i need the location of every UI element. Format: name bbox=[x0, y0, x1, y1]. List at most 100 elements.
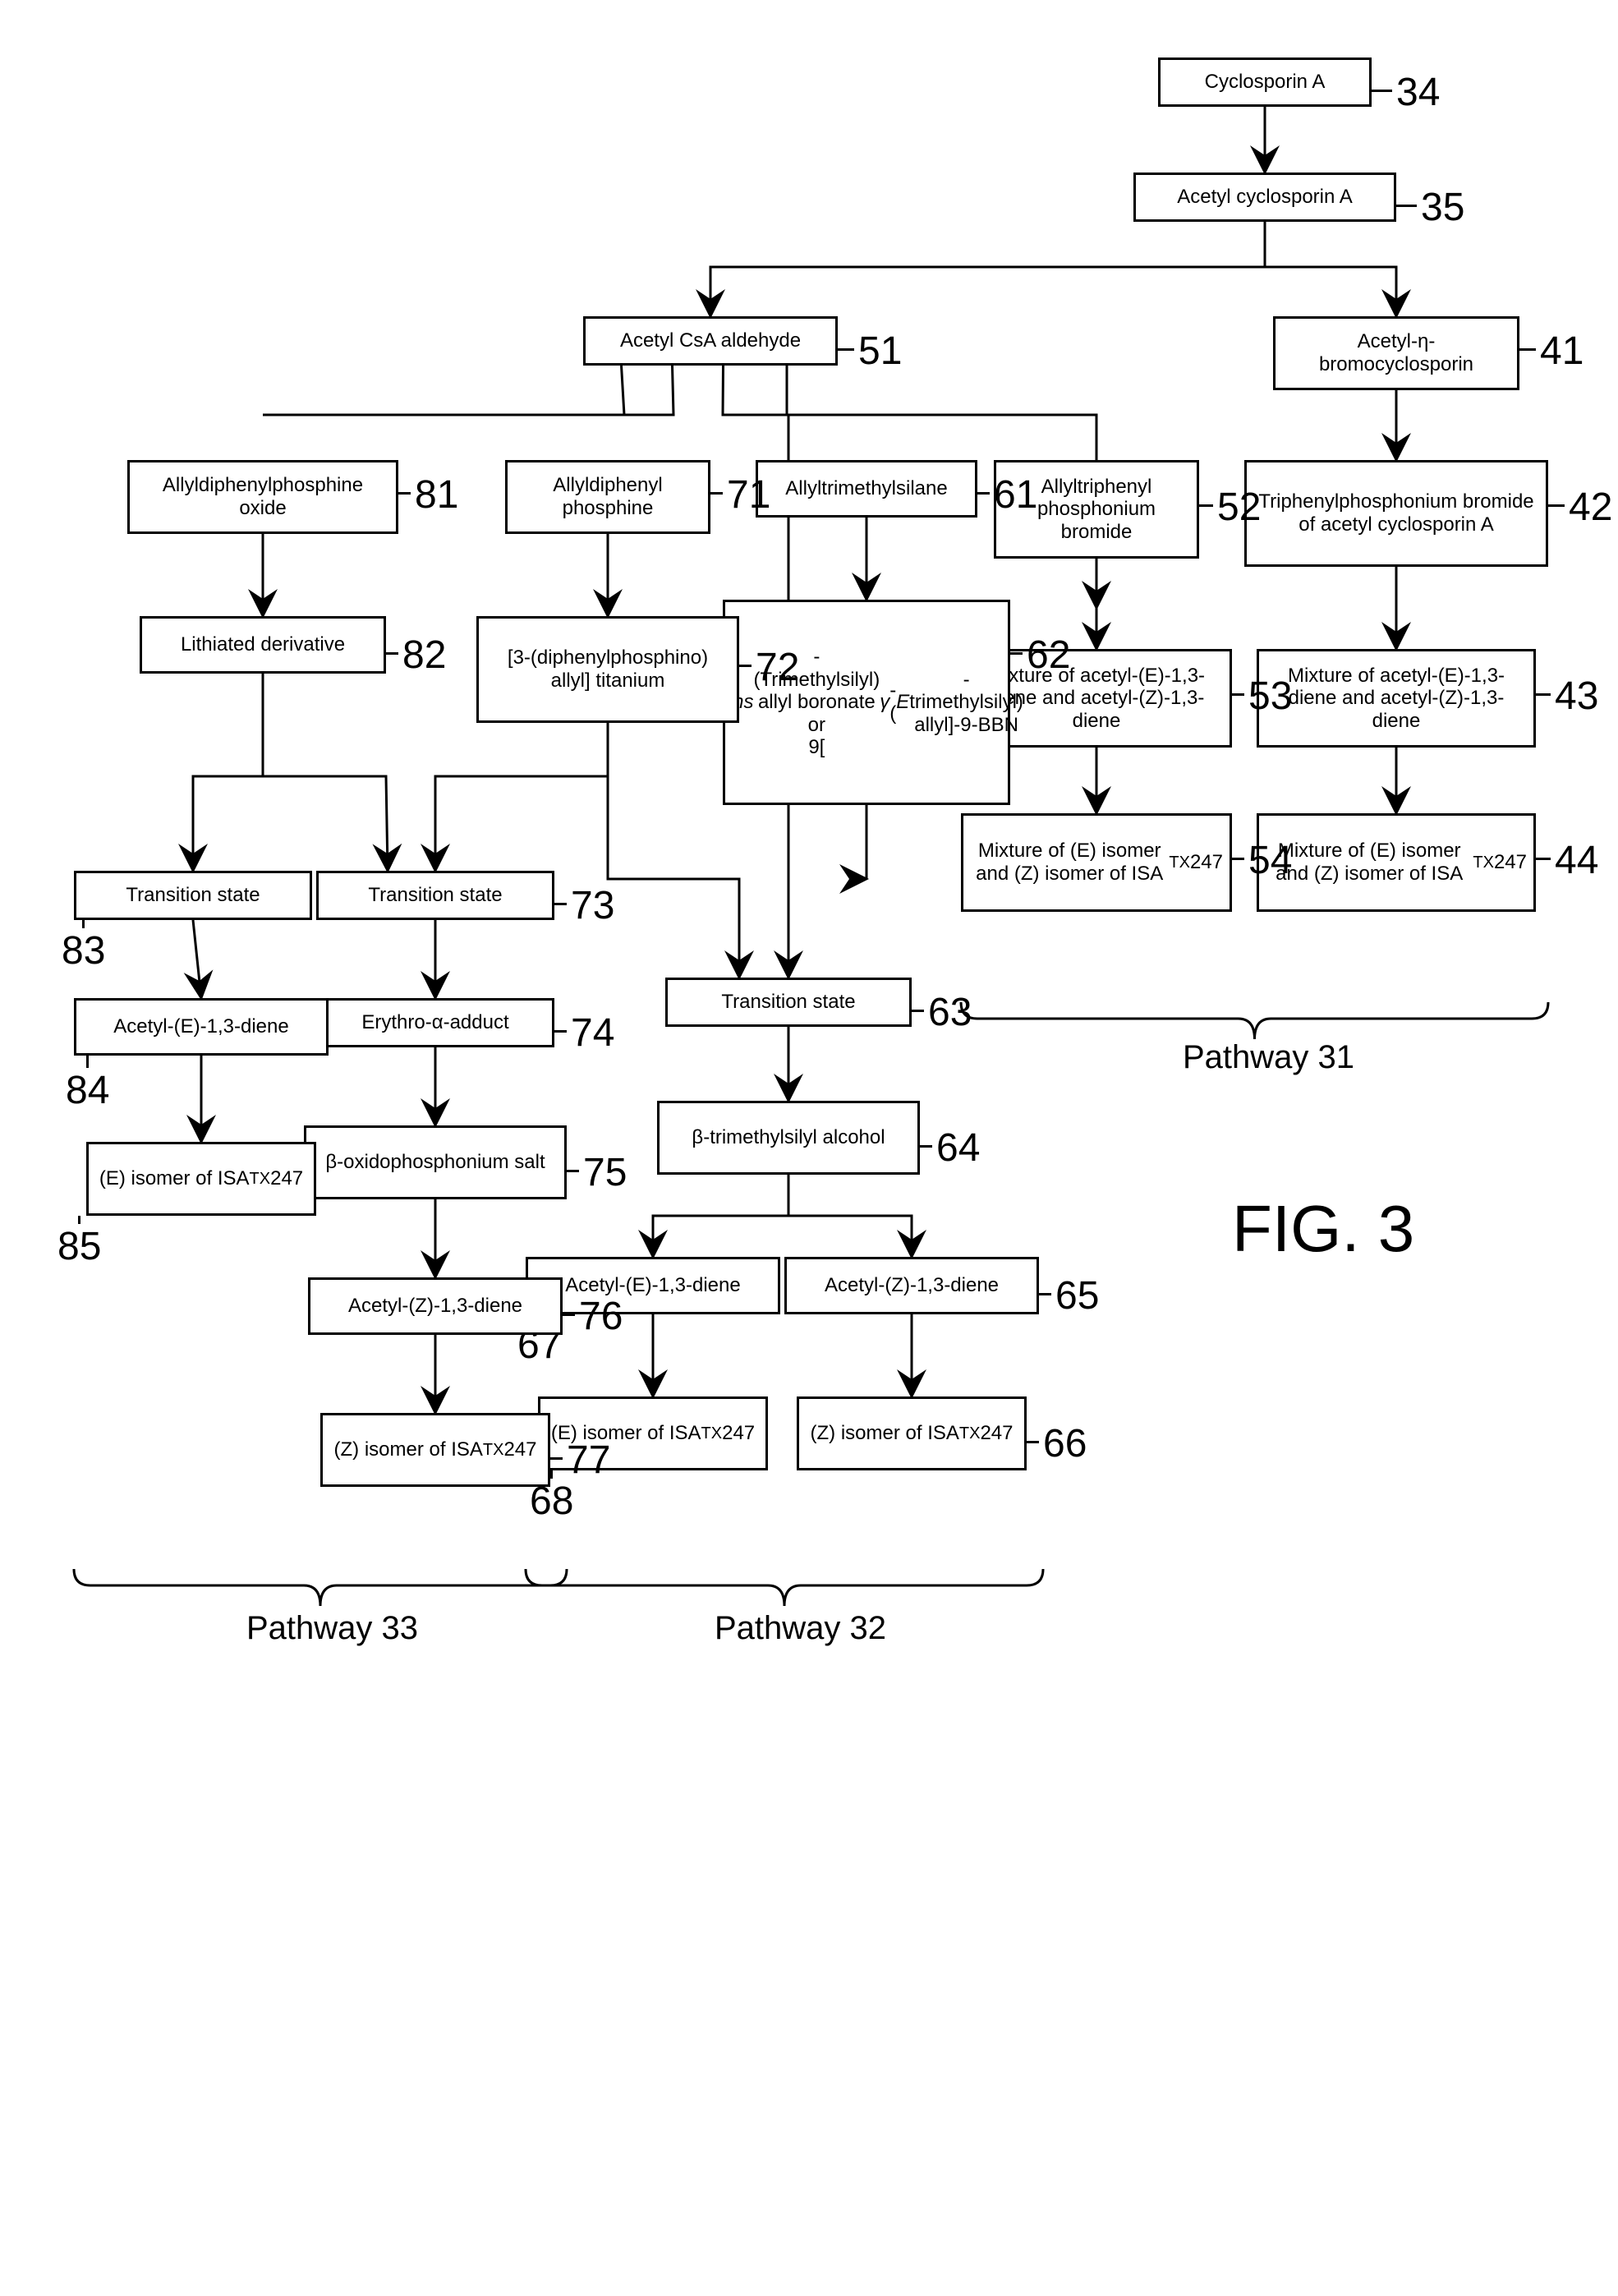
node-n41: Acetyl-η-bromocyclosporin bbox=[1273, 316, 1519, 390]
pathway-label-2: Pathway 33 bbox=[246, 1610, 418, 1647]
node-num-n82: 82 bbox=[402, 633, 446, 678]
brace-1 bbox=[526, 1569, 1043, 1606]
lead-n66 bbox=[1027, 1441, 1039, 1443]
lead-n35 bbox=[1396, 205, 1417, 207]
node-num-n41: 41 bbox=[1540, 329, 1584, 374]
lead-n68 bbox=[550, 1470, 553, 1479]
lead-n61 bbox=[977, 492, 990, 495]
lead-n75 bbox=[567, 1170, 579, 1172]
lead-n82 bbox=[386, 652, 398, 655]
lead-n73 bbox=[554, 903, 567, 905]
lead-n63 bbox=[912, 1010, 924, 1012]
lead-n81 bbox=[398, 492, 411, 495]
node-n83: Transition state bbox=[74, 871, 312, 920]
node-n71: Allyldiphenyl phosphine bbox=[505, 460, 710, 534]
node-num-n73: 73 bbox=[571, 883, 614, 928]
node-n64: β-trimethylsilyl alcohol bbox=[657, 1101, 920, 1175]
lead-n71 bbox=[710, 492, 723, 495]
node-num-n85: 85 bbox=[57, 1224, 101, 1269]
node-n67: Acetyl-(E)-1,3-diene bbox=[526, 1257, 780, 1314]
node-num-n71: 71 bbox=[727, 472, 770, 518]
lead-n72 bbox=[739, 665, 752, 667]
node-num-n74: 74 bbox=[571, 1010, 614, 1056]
node-num-n61: 61 bbox=[994, 472, 1037, 518]
node-n62: trans-(Trimethylsilyl) allyl boronateor9… bbox=[723, 600, 1010, 805]
arrow-27 bbox=[263, 674, 388, 871]
node-n44: Mixture of (E) isomer and (Z) isomer of … bbox=[1257, 813, 1536, 912]
lead-n77 bbox=[550, 1457, 563, 1460]
lead-n85 bbox=[78, 1216, 80, 1224]
node-n84: Acetyl-(E)-1,3-diene bbox=[74, 998, 329, 1056]
node-num-n84: 84 bbox=[66, 1068, 109, 1113]
node-num-n53: 53 bbox=[1248, 674, 1292, 719]
arrow-28 bbox=[193, 674, 263, 871]
pathway-label-1: Pathway 32 bbox=[715, 1610, 886, 1647]
node-num-n62: 62 bbox=[1027, 633, 1070, 678]
node-n43: Mixture of acetyl-(E)-1,3-diene and acet… bbox=[1257, 649, 1536, 748]
lead-n76 bbox=[563, 1314, 575, 1316]
node-num-n75: 75 bbox=[583, 1150, 627, 1195]
lead-n54 bbox=[1232, 858, 1244, 860]
node-n63: Transition state bbox=[665, 978, 912, 1027]
node-num-n42: 42 bbox=[1569, 485, 1612, 530]
node-n35: Acetyl cyclosporin A bbox=[1133, 173, 1396, 222]
node-num-n44: 44 bbox=[1555, 838, 1598, 883]
arrow-20 bbox=[435, 723, 608, 871]
node-num-n65: 65 bbox=[1055, 1273, 1099, 1318]
arrow-1 bbox=[710, 222, 1265, 316]
arrow-13 bbox=[788, 1175, 912, 1257]
arrow-14 bbox=[653, 1175, 788, 1257]
arrow-19 bbox=[608, 723, 739, 978]
lead-n43 bbox=[1536, 693, 1551, 696]
lead-n83 bbox=[82, 920, 85, 928]
node-n82: Lithiated derivative bbox=[140, 616, 386, 674]
lead-n65 bbox=[1039, 1293, 1051, 1295]
node-n66: (Z) isomer of ISATX247 bbox=[797, 1396, 1027, 1470]
node-num-n81: 81 bbox=[415, 472, 458, 518]
lead-n84 bbox=[86, 1056, 89, 1068]
node-n85: (E) isomer of ISATX247 bbox=[86, 1142, 316, 1216]
lead-n42 bbox=[1548, 504, 1565, 507]
lead-n53 bbox=[1232, 693, 1244, 696]
lead-n74 bbox=[554, 1030, 567, 1033]
node-num-n77: 77 bbox=[567, 1438, 610, 1483]
node-n61: Allyltrimethylsilane bbox=[756, 460, 977, 518]
figure-label: FIG. 3 bbox=[1232, 1191, 1414, 1267]
arrow-17 bbox=[608, 366, 673, 415]
node-n74: Erythro-α-adduct bbox=[316, 998, 554, 1047]
node-n65: Acetyl-(Z)-1,3-diene bbox=[784, 1257, 1039, 1314]
brace-0 bbox=[961, 1002, 1548, 1039]
node-num-n52: 52 bbox=[1217, 485, 1261, 530]
node-num-n35: 35 bbox=[1421, 185, 1464, 230]
lead-n52 bbox=[1199, 504, 1213, 507]
arrow-29 bbox=[193, 920, 201, 998]
lead-n34 bbox=[1372, 90, 1392, 92]
node-n51: Acetyl CsA aldehyde bbox=[583, 316, 838, 366]
node-n34: Cyclosporin A bbox=[1158, 58, 1372, 107]
node-num-n72: 72 bbox=[756, 645, 799, 690]
node-num-n66: 66 bbox=[1043, 1421, 1087, 1466]
node-n73: Transition state bbox=[316, 871, 554, 920]
node-n81: Allyldiphenylphosphine oxide bbox=[127, 460, 398, 534]
node-num-n63: 63 bbox=[928, 990, 972, 1035]
node-num-n54: 54 bbox=[1248, 838, 1292, 883]
node-num-n51: 51 bbox=[858, 329, 902, 374]
lead-n64 bbox=[920, 1145, 932, 1148]
arrow-2 bbox=[1265, 222, 1396, 316]
node-n54: Mixture of (E) isomer and (Z) isomer of … bbox=[961, 813, 1232, 912]
node-n76: Acetyl-(Z)-1,3-diene bbox=[308, 1277, 563, 1335]
brace-2 bbox=[74, 1569, 567, 1606]
node-n42: Triphenylphosphonium bromide of acetyl c… bbox=[1244, 460, 1548, 567]
node-n75: β-oxidophosphonium salt bbox=[304, 1125, 567, 1199]
pathway-label-0: Pathway 31 bbox=[1183, 1039, 1354, 1076]
lead-n62 bbox=[1010, 652, 1023, 655]
node-num-n34: 34 bbox=[1396, 70, 1440, 115]
node-num-n43: 43 bbox=[1555, 674, 1598, 719]
lead-n41 bbox=[1519, 348, 1536, 351]
lead-n51 bbox=[838, 348, 854, 351]
node-num-n76: 76 bbox=[579, 1294, 623, 1339]
arrow-25 bbox=[263, 366, 624, 415]
node-n72: [3-(diphenylphosphino) allyl] titanium bbox=[476, 616, 739, 723]
node-num-n64: 64 bbox=[936, 1125, 980, 1171]
node-n77: (Z) isomer of ISATX247 bbox=[320, 1413, 550, 1487]
